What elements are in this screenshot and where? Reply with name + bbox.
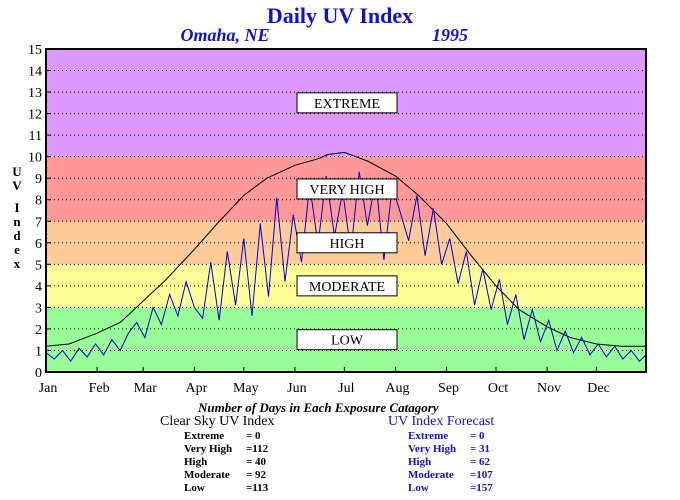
stat-label: High bbox=[184, 456, 208, 468]
stat-row: Very High =112 bbox=[184, 443, 274, 456]
clear-sky-line bbox=[45, 151, 646, 347]
y-tick-label: 7 bbox=[35, 215, 42, 230]
stat-value: =107 bbox=[470, 469, 493, 481]
x-tick-label: Jun bbox=[287, 381, 306, 396]
stat-value: = 31 bbox=[470, 443, 491, 455]
band-label-box bbox=[296, 232, 398, 254]
x-tick-label: Feb bbox=[89, 381, 110, 396]
x-tick-label: Sep bbox=[438, 381, 459, 396]
stat-row: Very High = 31 bbox=[408, 443, 494, 456]
stat-value: = 0 bbox=[470, 430, 485, 442]
clear-sky-header: Clear Sky UV Index bbox=[160, 414, 275, 429]
band-label: HIGH bbox=[330, 237, 365, 252]
stat-value: = 62 bbox=[470, 456, 491, 468]
y-tick-label: 13 bbox=[28, 86, 42, 101]
x-tick-label: Aug bbox=[385, 381, 409, 396]
stat-row: Low =157 bbox=[408, 482, 494, 495]
y-axis-label-char: U bbox=[12, 164, 22, 179]
stat-label: Very High bbox=[184, 443, 233, 455]
band-label: MODERATE bbox=[309, 280, 385, 295]
stat-label: High bbox=[408, 456, 432, 468]
y-tick-label: 11 bbox=[29, 129, 42, 144]
stat-label: Very High bbox=[408, 443, 457, 455]
y-axis-label-char: e bbox=[14, 242, 20, 257]
y-axis-label-char: n bbox=[13, 214, 21, 229]
stat-value: = 92 bbox=[246, 469, 267, 481]
chart-title: Daily UV Index bbox=[267, 3, 413, 28]
stat-row: Extreme = 0 bbox=[408, 430, 494, 443]
y-axis-label-char: V bbox=[12, 178, 22, 193]
stat-row: Moderate = 92 bbox=[184, 469, 274, 482]
y-tick-label: 9 bbox=[35, 172, 42, 187]
x-tick-label: Jan bbox=[39, 381, 58, 396]
forecast-stats: UV Index Forecast Extreme = 0 Very High = … bbox=[388, 414, 494, 495]
stat-label: Moderate bbox=[408, 469, 454, 481]
band-label-box bbox=[296, 178, 398, 200]
stat-label: Extreme bbox=[408, 430, 449, 442]
stat-label: Extreme bbox=[184, 430, 225, 442]
stat-row: High = 40 bbox=[184, 456, 274, 469]
x-tick-label: May bbox=[233, 381, 259, 396]
y-axis-label-char: d bbox=[13, 228, 21, 243]
x-tick-label: Jul bbox=[338, 381, 354, 396]
y-tick-label: 14 bbox=[28, 65, 42, 80]
y-tick-label: 2 bbox=[35, 323, 42, 338]
chart-location: Omaha, NE bbox=[180, 25, 269, 45]
y-axis-label-char: I bbox=[14, 200, 19, 215]
stat-value: =157 bbox=[470, 482, 493, 494]
y-tick-label: 4 bbox=[35, 280, 42, 295]
x-tick-label: Dec bbox=[587, 381, 610, 396]
stat-row: Extreme = 0 bbox=[184, 430, 274, 443]
stat-value: = 40 bbox=[246, 456, 267, 468]
x-axis: Jan Feb Mar Apr May Jun Jul Aug Sep Oct Nov Dec bbox=[39, 367, 610, 396]
stat-row: High = 62 bbox=[408, 456, 494, 469]
clear-sky-stats: Clear Sky UV Index Extreme = 0 Very High =… bbox=[160, 414, 274, 495]
band-label: VERY HIGH bbox=[309, 183, 384, 198]
band-label: EXTREME bbox=[314, 97, 380, 112]
chart-year: 1995 bbox=[432, 25, 468, 45]
forecast-line bbox=[45, 171, 647, 363]
stats-title: Number of Days in Each Exposure Catagory bbox=[198, 400, 439, 415]
stat-value: = 0 bbox=[246, 430, 261, 442]
stat-label: Moderate bbox=[184, 469, 230, 481]
plot-frame bbox=[45, 48, 647, 373]
x-tick-label: Oct bbox=[488, 381, 508, 396]
y-tick-label: 15 bbox=[28, 43, 42, 58]
stat-label: Low bbox=[184, 482, 205, 494]
band-label-box bbox=[296, 92, 398, 114]
series-group: LOW MODERATE HIGH VERY HIGH EXTREME bbox=[45, 92, 647, 363]
band-label-box bbox=[296, 275, 398, 297]
y-tick-label: 6 bbox=[35, 237, 42, 252]
grid-lines bbox=[46, 70, 646, 351]
forecast-header: UV Index Forecast bbox=[388, 414, 495, 429]
x-tick-label: Apr bbox=[185, 381, 207, 396]
y-tick-label: 3 bbox=[35, 301, 42, 316]
band-label-box bbox=[296, 329, 398, 351]
y-tick-label: 12 bbox=[28, 108, 42, 123]
stat-value: =112 bbox=[246, 443, 269, 455]
y-tick-label: 8 bbox=[35, 194, 42, 209]
y-tick-label: 0 bbox=[35, 366, 42, 381]
stat-value: =113 bbox=[246, 482, 269, 494]
y-axis-label-char: x bbox=[14, 256, 21, 271]
stat-label: Low bbox=[408, 482, 429, 494]
band-label: LOW bbox=[331, 334, 364, 349]
stat-row: Moderate =107 bbox=[408, 469, 494, 482]
y-tick-label: 5 bbox=[35, 258, 42, 273]
stat-row: Low =113 bbox=[184, 482, 274, 495]
x-tick-label: Nov bbox=[537, 381, 561, 396]
y-tick-label: 10 bbox=[28, 151, 42, 166]
y-tick-label: 1 bbox=[35, 344, 42, 359]
x-tick-label: Mar bbox=[134, 381, 158, 396]
